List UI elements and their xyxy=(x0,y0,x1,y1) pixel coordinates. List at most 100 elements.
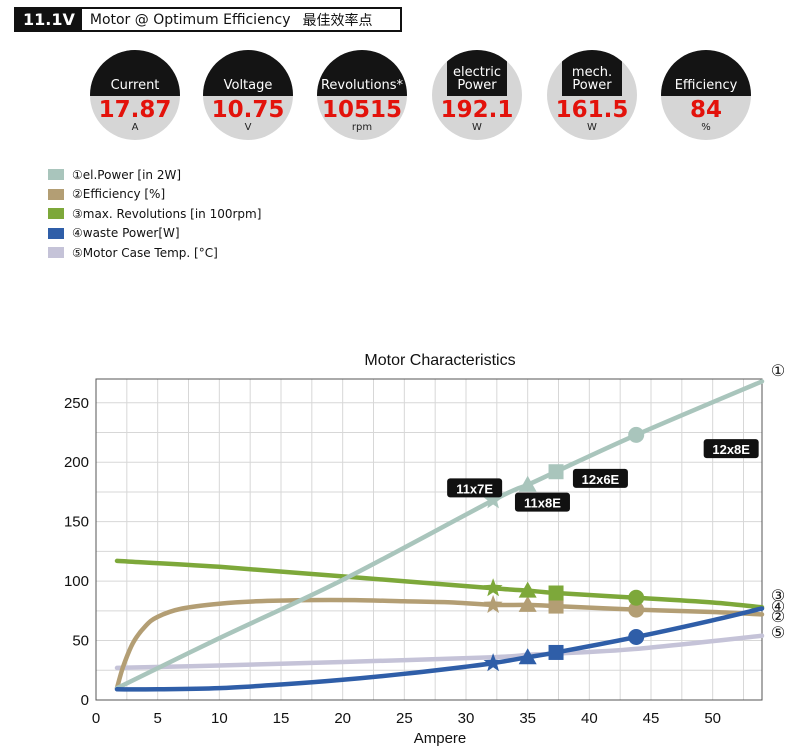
x-tick-label: 25 xyxy=(396,710,413,727)
gauge-value: 161.5 xyxy=(555,97,629,123)
chart-markers xyxy=(483,426,645,672)
gauge-unit: rpm xyxy=(351,122,373,133)
y-tick-label: 150 xyxy=(64,514,89,531)
y-tick-label: 50 xyxy=(72,633,89,650)
gauge-unit: A xyxy=(131,122,139,133)
legend-item-efficiency: ②Efficiency [%] xyxy=(48,185,261,205)
marker-square xyxy=(548,585,564,601)
series-line-3 xyxy=(114,558,765,610)
gauge-unit: W xyxy=(472,122,482,133)
annotation-label: 12x8E xyxy=(712,442,750,457)
gauge-efficiency: Efficiency 84 % xyxy=(661,50,751,140)
x-tick-label: 20 xyxy=(334,710,351,727)
chart-title: Motor Characteristics xyxy=(364,352,515,369)
gauge-unit: % xyxy=(701,122,711,133)
gauge-unit: V xyxy=(244,122,252,133)
gauge-label: Voltage xyxy=(203,50,293,96)
marker-circle xyxy=(628,628,645,645)
chart-series-end-labels: ① ② ③④ ⑤ xyxy=(771,363,785,642)
y-tick-label: 0 xyxy=(81,692,89,709)
series-line-2 xyxy=(114,597,765,691)
gauge-unit: W xyxy=(587,122,597,133)
chart-annotations: 11x7E 11x8E 12x6E 12x8E xyxy=(447,439,759,512)
x-tick-label: 50 xyxy=(704,710,721,727)
legend-item-el-power: ①el.Power [in 2W] xyxy=(48,165,261,185)
marker-circle xyxy=(628,589,645,606)
legend-label: ③max. Revolutions [in 100rpm] xyxy=(72,206,262,221)
x-tick-label: 40 xyxy=(581,710,598,727)
legend-item-case-temp: ⑤Motor Case Temp. [°C] xyxy=(48,243,261,263)
legend-label: ⑤Motor Case Temp. [°C] xyxy=(72,245,218,260)
legend: ①el.Power [in 2W] ②Efficiency [%] ③max. … xyxy=(48,165,261,263)
annotation-box xyxy=(703,439,759,459)
gauge-electric-power: electric Power 192.1 W xyxy=(432,50,522,140)
gauge-value: 17.87 xyxy=(98,97,172,123)
series-end-label: ⑤ xyxy=(771,625,785,642)
x-axis-label: Ampere xyxy=(414,730,467,747)
y-tick-label: 200 xyxy=(64,454,89,471)
annotation-label: 11x8E xyxy=(524,496,561,511)
annotation-box xyxy=(572,468,628,488)
x-tick-label: 10 xyxy=(211,710,228,727)
y-tick-label: 250 xyxy=(64,395,89,412)
marker-square xyxy=(548,598,564,614)
legend-label: ④waste Power[W] xyxy=(72,226,180,241)
legend-swatch xyxy=(48,227,64,239)
marker-star xyxy=(483,653,503,672)
voltage-tag: 11.1V xyxy=(16,9,82,30)
x-tick-label: 0 xyxy=(92,710,100,727)
gauge-current: Current 17.87 A xyxy=(90,50,180,140)
page-title-cn: 最佳效率点 xyxy=(302,12,373,29)
gauge-label: Efficiency xyxy=(661,50,751,96)
gauge-row: Current 17.87 A Voltage 10.75 V Revoluti… xyxy=(90,50,790,142)
x-tick-label: 45 xyxy=(643,710,660,727)
marker-circle xyxy=(628,426,645,443)
series-end-label: ③ xyxy=(771,588,785,605)
chart-series xyxy=(114,379,765,692)
legend-item-revolutions: ③max. Revolutions [in 100rpm] xyxy=(48,204,261,224)
marker-triangle xyxy=(518,595,537,612)
marker-circle xyxy=(628,601,645,618)
gauge-voltage: Voltage 10.75 V xyxy=(203,50,293,140)
legend-swatch xyxy=(48,247,64,259)
legend-swatch xyxy=(48,169,64,181)
gauge-value: 10515 xyxy=(321,97,403,123)
annotation-box xyxy=(447,478,503,498)
series-end-label: ② xyxy=(771,609,785,626)
gauge-mech-power: mech. Power 161.5 W xyxy=(547,50,637,140)
annotation-label: 12x6E xyxy=(582,472,620,487)
x-tick-label: 5 xyxy=(153,710,161,727)
x-tick-label: 15 xyxy=(273,710,290,727)
series-end-label: ① xyxy=(771,363,785,380)
gauge-label: electric Power xyxy=(447,50,507,96)
motor-characteristics-chart: Motor Characteristics 0 5 10 15 20 25 30 35 40 45… xyxy=(64,352,785,747)
marker-star xyxy=(483,490,503,509)
gauge-value: 10.75 xyxy=(211,97,285,123)
legend-swatch xyxy=(48,188,64,200)
legend-swatch xyxy=(48,208,64,220)
page-title: Motor @ Optimum Efficiency xyxy=(89,11,291,28)
x-tick-label: 30 xyxy=(458,710,475,727)
marker-star xyxy=(483,594,503,613)
legend-item-waste-power: ④waste Power[W] xyxy=(48,224,261,244)
gauge-value: 84 xyxy=(689,97,722,123)
marker-triangle xyxy=(518,648,537,665)
gauge-label: mech. Power xyxy=(562,50,622,96)
marker-triangle xyxy=(518,581,537,598)
marker-triangle xyxy=(518,475,537,492)
x-tick-label: 35 xyxy=(519,710,536,727)
marker-square xyxy=(548,644,564,660)
series-line-4 xyxy=(114,606,765,692)
y-tick-label: 100 xyxy=(64,573,89,590)
annotation-box xyxy=(514,492,570,512)
plot-frame xyxy=(95,378,763,701)
gauge-value: 192.1 xyxy=(440,97,514,123)
legend-label: ②Efficiency [%] xyxy=(72,187,166,202)
title-bar: 11.1V Motor @ Optimum Efficiency 最佳效率点 xyxy=(14,7,402,32)
series-line-5 xyxy=(114,633,765,671)
annotation-label: 11x7E xyxy=(456,481,493,496)
gauge-label: Current xyxy=(90,50,180,96)
gauge-label: Revolutions* xyxy=(317,50,407,96)
series-end-label: ④ xyxy=(771,599,785,616)
series-line-1 xyxy=(114,379,765,691)
